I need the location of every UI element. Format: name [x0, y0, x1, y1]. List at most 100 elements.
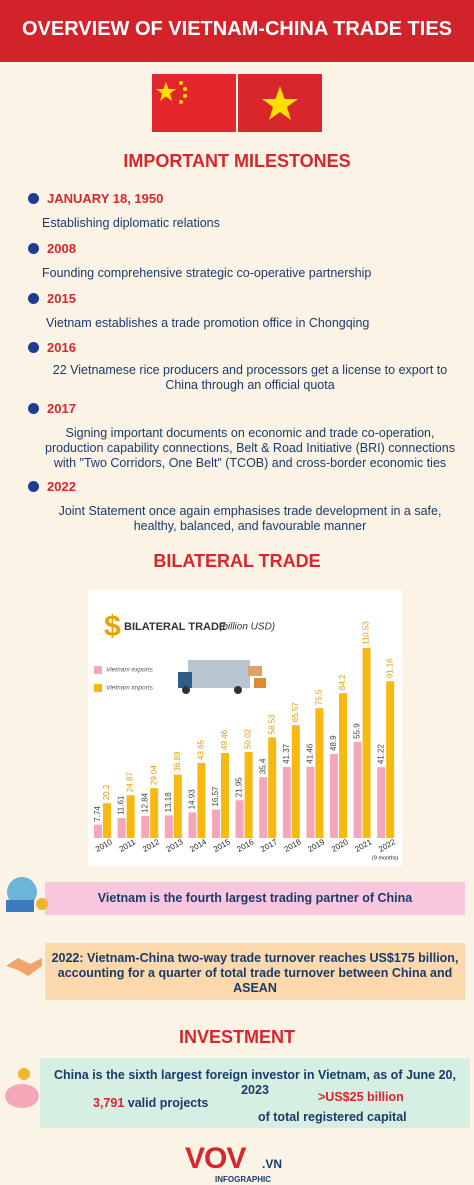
chart-title: BILATERAL TRADE	[124, 621, 226, 633]
annotation: (9 months)	[372, 855, 398, 861]
milestone-text: Vietnam establishes a trade promotion of…	[46, 316, 370, 330]
star	[179, 81, 183, 85]
star	[262, 86, 298, 120]
value-label: 55.9	[353, 723, 362, 739]
china-flag	[152, 74, 236, 132]
value-label: 49.46	[220, 729, 229, 750]
bar	[117, 818, 126, 838]
truck-illustration	[178, 660, 266, 694]
bar	[197, 762, 206, 838]
star	[179, 100, 183, 104]
capital-label: of total registered capital	[258, 1110, 407, 1124]
bar	[306, 766, 315, 838]
chart-subtitle: (billion USD)	[219, 622, 275, 633]
value-label: 50.02	[244, 728, 253, 749]
value-label: 75.5	[315, 689, 324, 705]
star	[156, 82, 176, 101]
milestone-date: 2017	[47, 401, 76, 416]
partner-box	[45, 882, 465, 915]
bar	[126, 795, 135, 838]
milestone-date: 2015	[47, 291, 76, 306]
legend-label: Vietnam exports	[106, 667, 154, 674]
bar	[235, 800, 244, 838]
bar	[362, 648, 371, 838]
turnover-text: 2022: Vietnam-China two-way trade turnov…	[51, 951, 459, 995]
bar	[377, 767, 386, 838]
bar	[244, 752, 253, 838]
capital-number: >US$25 billion	[318, 1090, 404, 1104]
chart: $ BILATERAL TRADE (billion USD) Vietnam …	[88, 590, 402, 866]
legend-swatch	[94, 666, 102, 674]
value-label: 21.95	[235, 777, 244, 798]
investment-box	[40, 1058, 470, 1128]
value-label: 91.16	[385, 658, 394, 679]
section-title: BILATERAL TRADE	[153, 551, 321, 571]
value-label: 35.4	[258, 758, 267, 774]
bar	[268, 737, 277, 838]
bar	[282, 766, 291, 838]
bar	[103, 803, 111, 838]
milestone-date: 2022	[47, 479, 76, 494]
value-label: 41.46	[306, 743, 315, 764]
star	[183, 87, 187, 91]
section-title: IMPORTANT MILESTONES	[123, 151, 351, 171]
bullet	[28, 403, 39, 414]
bullet	[28, 342, 39, 353]
investment-text: China is the sixth largest foreign inves…	[54, 1068, 456, 1097]
value-label: 29.04	[149, 765, 158, 786]
bullet	[28, 193, 39, 204]
value-label: 16.57	[211, 786, 220, 807]
value-label: 14.93	[188, 789, 197, 810]
logo: VOV	[185, 1142, 246, 1175]
milestone-text: Signing important documents on economic …	[45, 426, 455, 470]
value-label: 41.37	[282, 743, 291, 764]
milestone-date: 2008	[47, 241, 76, 256]
milestone-date: JANUARY 18, 1950	[47, 191, 164, 206]
value-label: 20.2	[102, 784, 111, 800]
value-label: 65.57	[291, 702, 300, 723]
projects-label: valid projects	[127, 1096, 209, 1110]
legend-label: Vietnam imports	[106, 685, 154, 692]
header-bar	[0, 0, 474, 62]
value-label: 48.9	[329, 735, 338, 751]
logo-caption: INFOGRAPHIC	[215, 1175, 271, 1184]
bullet	[28, 243, 39, 254]
bar	[291, 725, 300, 838]
value-label: 43.65	[197, 739, 206, 760]
bar	[259, 777, 268, 838]
bar	[353, 741, 362, 838]
value-label: 24.87	[126, 772, 135, 793]
value-label: 13.18	[164, 792, 173, 813]
bar	[150, 788, 159, 838]
milestone-text: Founding comprehensive strategic co-oper…	[42, 266, 372, 280]
bar	[221, 752, 229, 838]
bar	[94, 824, 102, 838]
section-title: INVESTMENT	[178, 1027, 295, 1047]
bar	[339, 693, 347, 838]
bar	[315, 708, 324, 838]
bullet	[28, 293, 39, 304]
legend-swatch	[94, 684, 102, 692]
bar	[188, 812, 197, 838]
dollar-icon: $	[104, 610, 121, 643]
value-label: 58.53	[267, 714, 276, 735]
value-label: 11.61	[117, 795, 126, 815]
projects: 3,791 valid projects	[93, 1096, 208, 1110]
projects-number: 3,791	[93, 1096, 125, 1110]
piggy-icon	[5, 1068, 39, 1108]
value-label: 84.2	[338, 674, 347, 690]
bar	[330, 753, 338, 838]
bar	[164, 815, 173, 838]
milestone-text: Joint Statement once again emphasises tr…	[58, 504, 442, 533]
partner-text: Vietnam is the fourth largest trading pa…	[97, 891, 413, 905]
value-label: 41.22	[376, 744, 385, 765]
bullet	[28, 481, 39, 492]
turnover-box	[45, 943, 465, 1000]
milestone-date: 2016	[47, 340, 76, 355]
flags	[152, 74, 322, 132]
bar	[212, 809, 220, 838]
milestone-text: 22 Vietnamese rice producers and process…	[52, 363, 448, 392]
logo-domain: .VN	[262, 1157, 283, 1171]
handshake-icon	[6, 958, 42, 976]
